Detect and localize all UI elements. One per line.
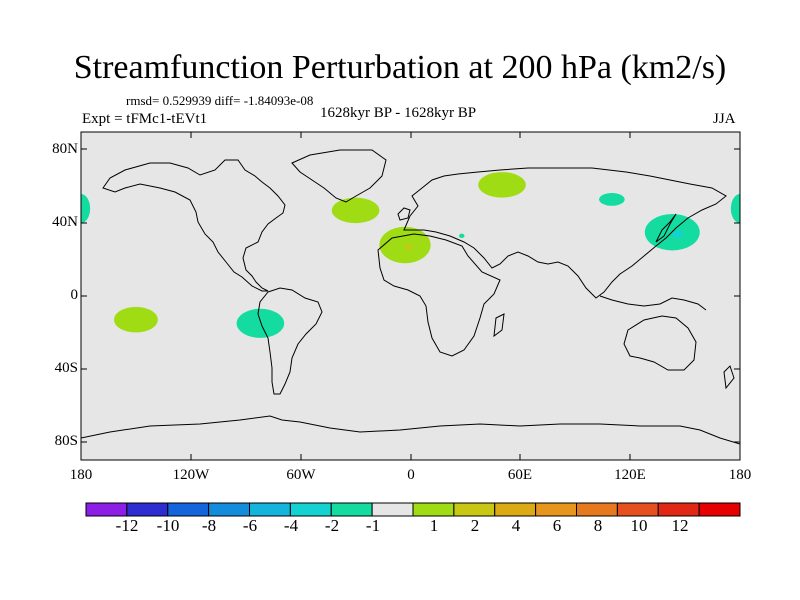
- colorbar-label: -6: [242, 516, 258, 535]
- axis-ticks: [81, 132, 740, 460]
- colorbar-label: -4: [283, 516, 299, 535]
- colorbar-swatch: [453, 502, 496, 517]
- colorbar-label: -1: [365, 516, 381, 535]
- colorbar-swatch: [494, 502, 537, 517]
- anomaly-north-africa-core: [405, 244, 413, 250]
- stats-label: rmsd= 0.529939 diff= -1.84093e-08: [126, 93, 314, 108]
- colorbar-label: 6: [552, 516, 562, 535]
- y-tick-label-eq: 0: [70, 287, 79, 303]
- coast-south-america: [257, 287, 323, 395]
- x-tick-label-180e: 180: [728, 467, 752, 483]
- y-tick-label-40s: 40S: [54, 360, 78, 376]
- coast-japan: [655, 213, 677, 243]
- coast-madagascar: [493, 313, 505, 338]
- anomaly-mediterranean: [459, 233, 465, 239]
- colorbar-label: 1: [429, 516, 439, 535]
- x-tick-label-120w: 120W: [172, 467, 210, 483]
- colorbar-label: 2: [470, 516, 480, 535]
- colorbar-swatch: [289, 502, 332, 517]
- y-tick-label-80n: 80N: [52, 141, 78, 157]
- y-tick-label-40n: 40N: [52, 214, 78, 230]
- anomaly-south-america: [236, 308, 285, 338]
- colorbar-swatch: [576, 502, 618, 517]
- x-tick-label-60w: 60W: [286, 467, 316, 483]
- colorbar-swatch: [698, 502, 741, 517]
- coast-new-zealand: [723, 365, 735, 390]
- anomaly-japan-core: [672, 230, 684, 238]
- colorbar-swatch: [535, 502, 577, 517]
- anomaly-se-pacific-west: [113, 306, 158, 333]
- x-tick-label-180w: 180: [69, 467, 93, 483]
- colorbar-label: 12: [671, 516, 689, 535]
- colorbar-label: 10: [630, 516, 648, 535]
- coast-africa: [377, 233, 501, 357]
- x-tick-label-120e: 120E: [614, 467, 646, 483]
- colorbar-swatch: [249, 502, 291, 517]
- colorbar-label: -12: [115, 516, 139, 535]
- colorbar: [85, 502, 741, 517]
- colorbar-label: -2: [324, 516, 340, 535]
- colorbar-swatch: [616, 502, 659, 517]
- anomaly-mongolia: [599, 193, 625, 206]
- colorbar-swatch: [371, 502, 414, 517]
- y-tick-label-80s: 80S: [54, 433, 78, 449]
- coast-antarctica: [81, 415, 740, 445]
- coast-north-america: [102, 159, 286, 292]
- period-label: 1628kyr BP - 1628kyr BP: [320, 105, 477, 121]
- anomaly-west-edge: [81, 193, 91, 224]
- colorbar-swatch: [657, 502, 700, 517]
- plot-title: Streamfunction Perturbation at 200 hPa (…: [73, 49, 727, 86]
- coast-australia: [623, 315, 697, 371]
- colorbar-label: 4: [511, 516, 521, 535]
- colorbar-label: -8: [201, 516, 217, 535]
- coast-greenland: [291, 149, 387, 203]
- colorbar-swatch: [85, 502, 128, 517]
- colorbar-swatch: [167, 502, 210, 517]
- colorbar-label: -10: [156, 516, 180, 535]
- anomaly-east-edge: [730, 193, 740, 224]
- anomaly-caspian: [478, 172, 526, 198]
- map-background: [81, 132, 740, 460]
- colorbar-swatch: [208, 502, 250, 517]
- anomaly-north-africa: [379, 226, 431, 264]
- x-tick-label-0: 0: [407, 467, 415, 483]
- coastlines: [81, 149, 740, 445]
- colorbar-swatch: [412, 502, 455, 517]
- x-tick-label-60e: 60E: [507, 467, 533, 483]
- colorbar-swatch: [126, 502, 169, 517]
- colorbar-swatch: [330, 502, 373, 517]
- colorbar-label: 8: [593, 516, 603, 535]
- season-label: JJA: [713, 111, 736, 127]
- coast-eurasia: [403, 167, 727, 299]
- coast-uk: [397, 207, 411, 221]
- experiment-label: Expt = tFMc1-tEVt1: [82, 111, 208, 127]
- coast-indonesia: [599, 295, 707, 311]
- anomaly-ne-atlantic: [331, 197, 380, 224]
